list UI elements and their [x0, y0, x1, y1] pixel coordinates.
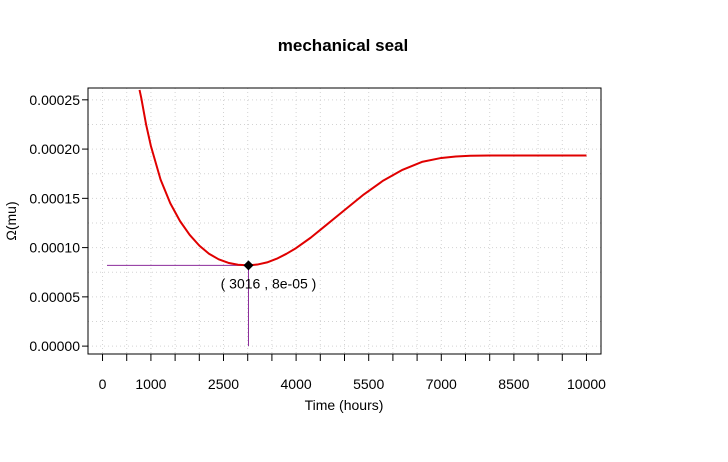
x-tick-label: 10000 [567, 376, 606, 392]
x-tick-label: 7000 [426, 376, 457, 392]
minimum-point-marker [243, 260, 254, 271]
y-tick-label: 0.00015 [29, 190, 80, 206]
y-tick-label: 0.00005 [29, 289, 80, 305]
x-tick-label: 5500 [353, 376, 384, 392]
x-axis: 0 1000 2500 4000 5500 7000 8500 10000 [99, 354, 606, 392]
marker-layer: ( 3016 , 8e-05 ) [221, 260, 317, 291]
minimum-point-label: ( 3016 , 8e-05 ) [221, 275, 317, 291]
x-tick-label: 0 [99, 376, 107, 392]
x-tick-label: 8500 [498, 376, 529, 392]
x-tick-label: 2500 [208, 376, 239, 392]
y-tick-label: 0.00000 [29, 338, 80, 354]
chart-title: mechanical seal [278, 36, 408, 55]
y-axis-label: Ω(mu) [3, 201, 19, 240]
x-axis-label: Time (hours) [305, 397, 384, 413]
grid [88, 88, 601, 354]
marker-guides [107, 264, 249, 347]
series-layer [138, 89, 587, 267]
y-tick-label: 0.00010 [29, 240, 80, 256]
x-tick-label: 1000 [135, 376, 166, 392]
x-tick-label: 4000 [281, 376, 312, 392]
y-axis: 0.00000 0.00005 0.00010 0.00015 0.00020 0.000… [29, 92, 88, 354]
series-line [138, 89, 587, 267]
y-tick-label: 0.00025 [29, 92, 80, 108]
y-tick-label: 0.00020 [29, 141, 80, 157]
